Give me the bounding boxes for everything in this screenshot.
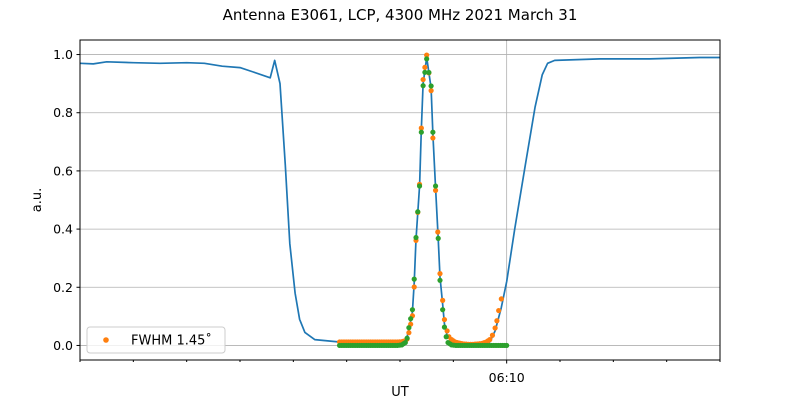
data-point-interp	[450, 338, 456, 344]
data-point	[430, 135, 436, 141]
data-point	[440, 307, 446, 313]
data-point-interp	[491, 342, 497, 349]
y-tick-label: 1.0	[53, 47, 73, 62]
data-point	[498, 296, 504, 302]
y-axis-label: a.u.	[30, 188, 45, 212]
y-tick-label: 0.8	[53, 105, 73, 120]
data-point-interp	[370, 342, 376, 349]
data-point	[424, 56, 430, 62]
legend-label: FWHM 1.45˚	[131, 333, 212, 349]
data-point	[492, 325, 498, 331]
data-point-interp	[408, 316, 414, 322]
data-point	[411, 276, 417, 282]
data-point-interp	[379, 342, 385, 349]
data-point	[440, 297, 446, 303]
data-point-interp	[426, 69, 432, 76]
data-point	[411, 284, 417, 290]
data-point-interp	[361, 342, 367, 349]
plot-frame	[79, 39, 721, 361]
data-point	[409, 307, 416, 313]
data-point	[437, 271, 443, 277]
data-point-interp	[482, 342, 488, 349]
series-dots-2	[336, 56, 510, 349]
data-point	[441, 324, 448, 330]
data-point-interp	[339, 342, 345, 349]
data-point-interp	[356, 342, 363, 349]
data-point	[441, 316, 448, 323]
grid	[80, 40, 720, 360]
data-point	[444, 328, 450, 334]
data-point-interp	[473, 342, 479, 349]
data-point	[435, 235, 441, 241]
legend-marker-orange	[103, 337, 109, 343]
data-point-interp	[486, 342, 492, 349]
data-point	[428, 83, 434, 89]
data-point	[406, 325, 412, 331]
data-point-interp	[485, 338, 491, 344]
plot-marks	[79, 52, 720, 349]
data-point-interp	[447, 341, 453, 347]
data-point-interp	[477, 342, 484, 349]
data-point	[494, 318, 500, 324]
data-point-interp	[348, 342, 354, 349]
x-axis-label: UT	[391, 385, 409, 400]
data-point	[437, 277, 443, 283]
y-tick-label: 0.0	[53, 338, 73, 353]
data-point-interp	[435, 229, 441, 235]
legend-box	[86, 326, 226, 354]
data-point-interp	[343, 342, 349, 349]
data-point-interp	[352, 342, 358, 349]
data-point-interp	[422, 69, 428, 75]
data-point	[428, 88, 434, 94]
legend: FWHM 1.45˚	[86, 326, 226, 354]
data-point-interp	[460, 342, 466, 349]
data-point	[420, 76, 426, 83]
data-point	[418, 129, 424, 135]
data-point	[413, 234, 419, 241]
y-tick-label: 0.4	[53, 222, 73, 237]
data-point-interp	[400, 341, 407, 347]
data-point-interp	[365, 342, 372, 349]
y-tick-label: 0.6	[53, 163, 73, 178]
data-point	[432, 183, 439, 189]
data-point	[432, 187, 439, 193]
data-point-interp	[451, 342, 457, 348]
x-tick-label: 06:10	[489, 370, 525, 385]
data-point	[496, 307, 502, 314]
data-point	[420, 83, 426, 89]
series-dots-1	[336, 52, 504, 347]
data-point	[489, 332, 496, 338]
data-point-interp	[468, 342, 475, 349]
data-point	[443, 334, 449, 340]
data-point-interp	[495, 342, 501, 349]
data-point	[404, 335, 410, 341]
data-point-interp	[392, 342, 398, 349]
data-point	[418, 125, 424, 131]
data-point	[430, 129, 436, 135]
data-point-interp	[415, 209, 421, 215]
y-tick-label: 0.2	[53, 280, 73, 295]
axis-ticks: 0.0 0.2 0.4 0.6 0.8 1.0 06:10	[53, 47, 721, 385]
chart-title: Antenna E3061, LCP, 4300 MHz 2021 March …	[223, 6, 578, 24]
data-point	[406, 330, 412, 336]
data-point-interp	[383, 342, 389, 349]
series-line-blue	[79, 56, 720, 346]
data-point-interp	[455, 342, 461, 349]
data-point-interp	[501, 342, 508, 349]
data-point-interp	[396, 342, 403, 348]
data-point	[416, 183, 423, 189]
data-point-interp	[464, 342, 470, 349]
data-point-interp	[374, 342, 380, 349]
data-point-interp	[422, 64, 428, 70]
data-point-interp	[388, 342, 394, 349]
data-point	[424, 52, 430, 58]
